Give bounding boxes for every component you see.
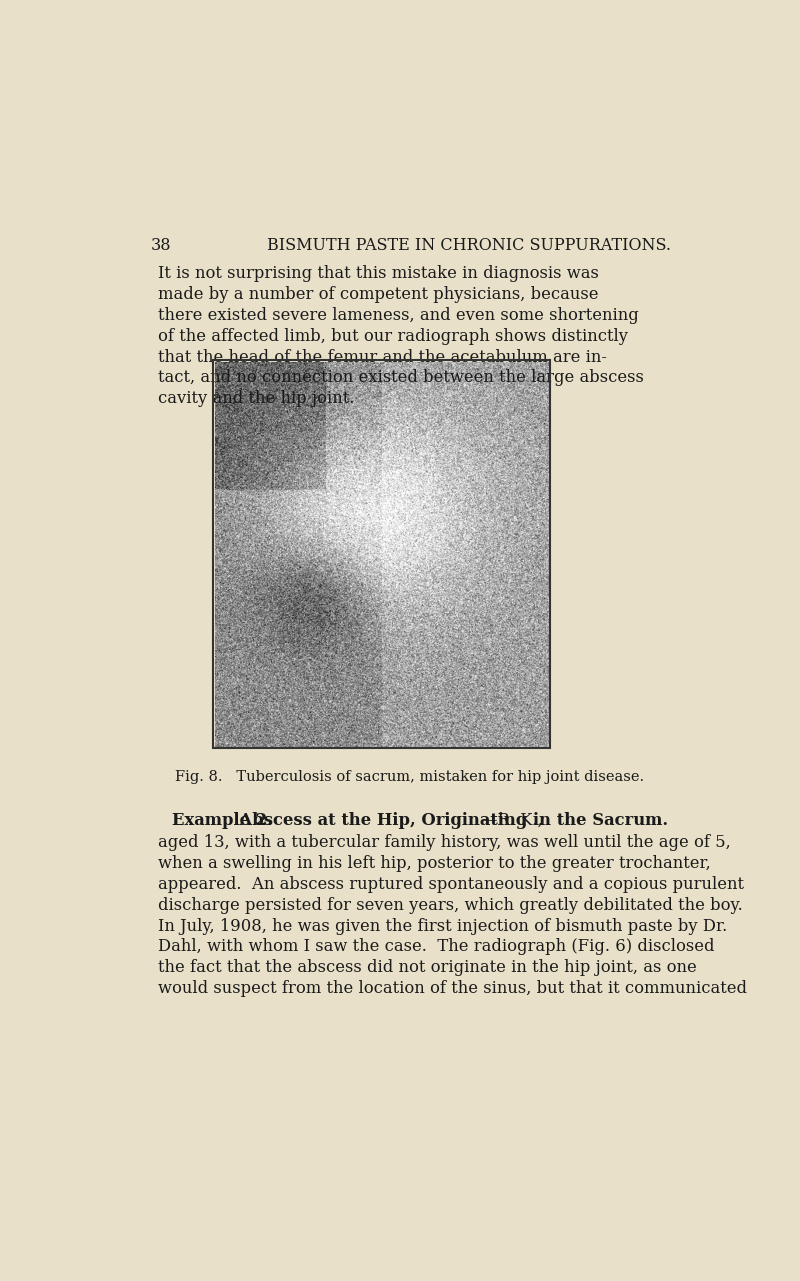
Text: It is not surprising that this mistake in diagnosis was: It is not surprising that this mistake i… [158,265,599,282]
Text: would suspect from the location of the sinus, but that it communicated: would suspect from the location of the s… [158,980,747,997]
Bar [213,360,550,748]
Text: made by a number of competent physicians, because: made by a number of competent physicians… [158,286,598,304]
Text: Example 2.: Example 2. [172,812,273,829]
Text: of the affected limb, but our radiograph shows distinctly: of the affected limb, but our radiograph… [158,328,628,345]
Text: tact, and no connection existed between the large abscess: tact, and no connection existed between … [158,369,644,387]
Text: Dahl, with whom I saw the case.  The radiograph (Fig. 6) disclosed: Dahl, with whom I saw the case. The radi… [158,939,714,956]
Text: In July, 1908, he was given the first injection of bismuth paste by Dr.: In July, 1908, he was given the first in… [158,917,727,935]
Text: 38: 38 [150,237,171,254]
Text: aged 13, with a tubercular family history, was well until the age of 5,: aged 13, with a tubercular family histor… [158,834,731,852]
Text: appeared.  An abscess ruptured spontaneously and a copious purulent: appeared. An abscess ruptured spontaneou… [158,876,744,893]
Text: Abscess at the Hip, Originating in the Sacrum.: Abscess at the Hip, Originating in the S… [228,812,668,829]
Text: the fact that the abscess did not originate in the hip joint, as one: the fact that the abscess did not origin… [158,959,697,976]
Text: BISMUTH PASTE IN CHRONIC SUPPURATIONS.: BISMUTH PASTE IN CHRONIC SUPPURATIONS. [267,237,671,254]
Text: —R. K.,: —R. K., [481,812,542,829]
Text: there existed severe lameness, and even some shortening: there existed severe lameness, and even … [158,307,639,324]
Text: when a swelling in his left hip, posterior to the greater trochanter,: when a swelling in his left hip, posteri… [158,856,711,872]
Text: discharge persisted for seven years, which greatly debilitated the boy.: discharge persisted for seven years, whi… [158,897,743,913]
Text: Fig. 8.   Tuberculosis of sacrum, mistaken for hip joint disease.: Fig. 8. Tuberculosis of sacrum, mistaken… [175,770,645,784]
Text: that the head of the femur and the acetabulum are in-: that the head of the femur and the aceta… [158,348,607,365]
Text: cavity and the hip joint.: cavity and the hip joint. [158,391,354,407]
